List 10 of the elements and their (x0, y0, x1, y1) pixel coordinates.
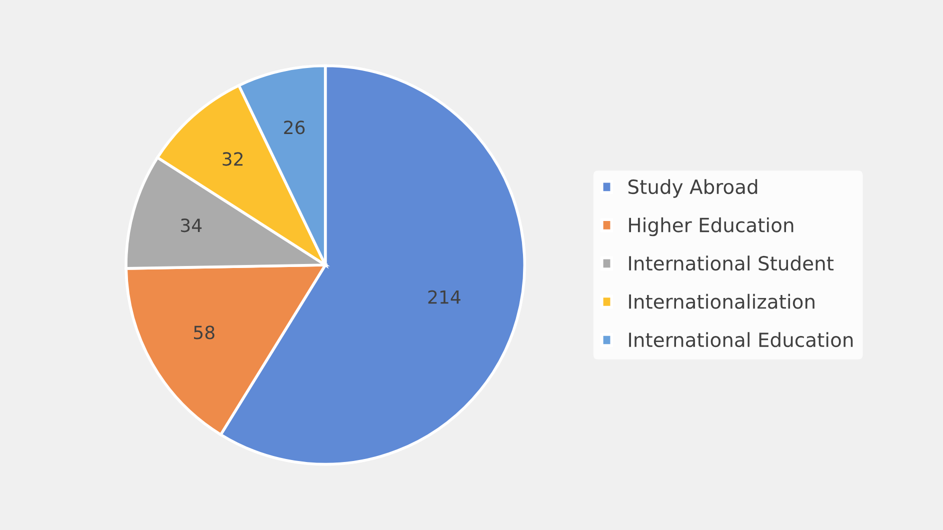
data-label: 58 (194, 326, 214, 340)
data-label: 214 (428, 290, 460, 304)
data-label: 26 (284, 120, 305, 134)
legend-label: International Education (629, 332, 853, 348)
legend-label: Higher Education (629, 217, 794, 236)
data-label: 32 (222, 152, 243, 166)
legend-label: International Student (629, 256, 834, 271)
legend-label: Study Abroad (628, 179, 758, 198)
data-label: 34 (181, 218, 202, 232)
legend-label: Internationalization (629, 294, 814, 309)
